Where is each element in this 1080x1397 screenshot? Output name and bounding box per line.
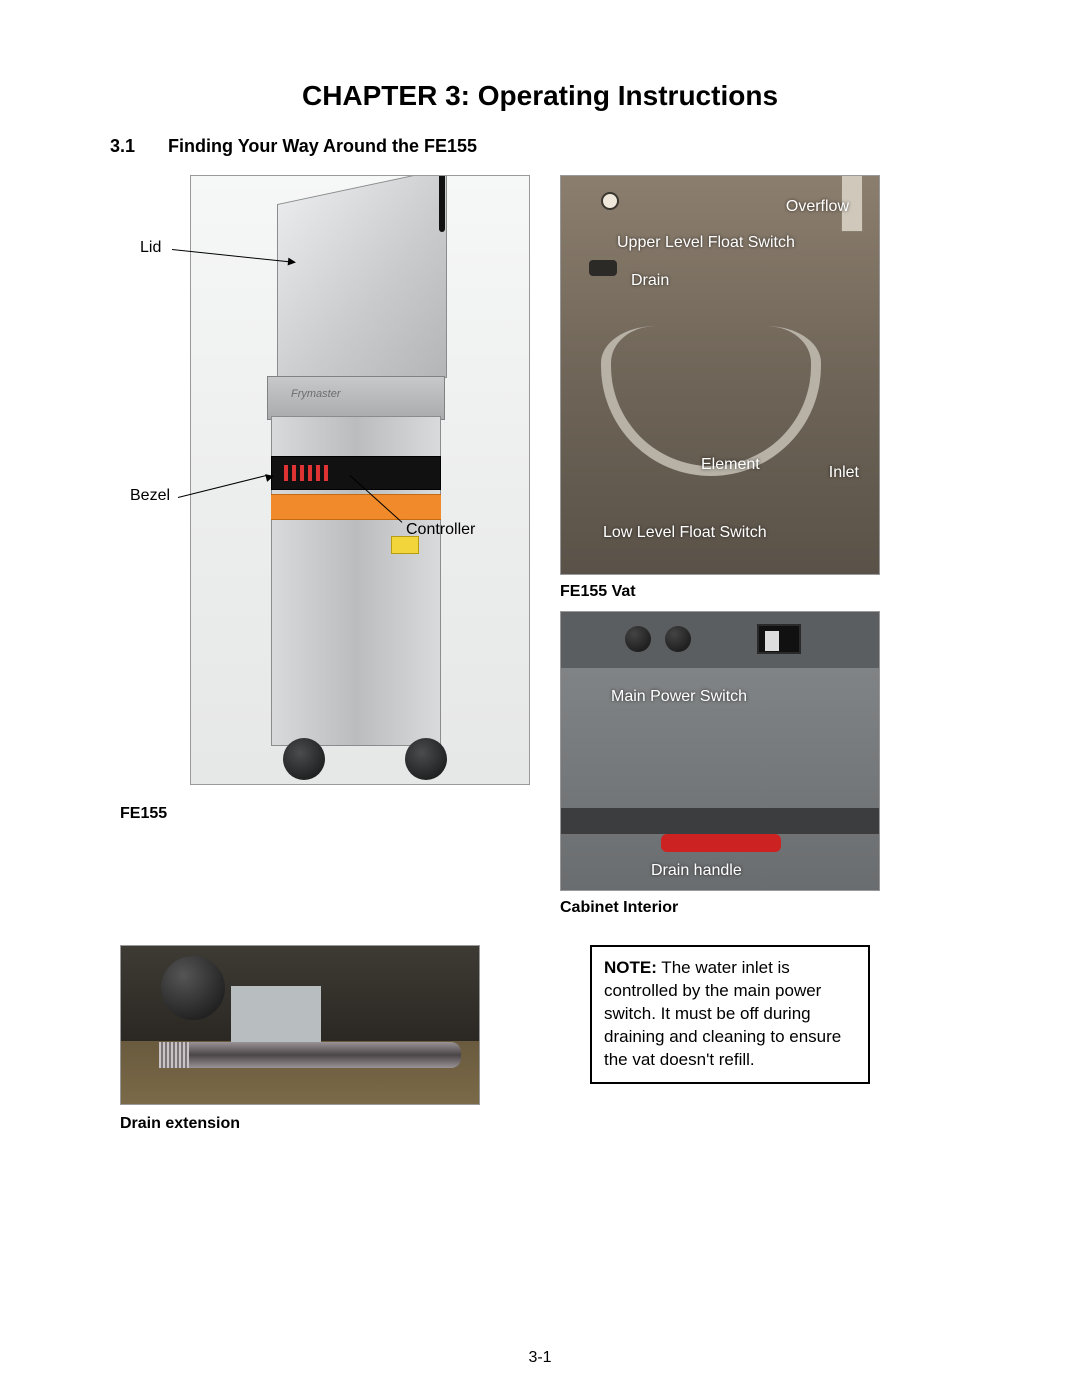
drain-ext-wheel-shape (161, 956, 225, 1020)
figure-drain-extension (120, 945, 480, 1105)
vat-label-drain: Drain (631, 272, 669, 290)
cabinet-label-main-power: Main Power Switch (611, 688, 747, 706)
figure-cabinet-interior: Main Power Switch Drain handle (560, 611, 880, 891)
fryer-control-panel-shape (271, 456, 441, 490)
callout-lid-arrow (288, 258, 297, 267)
section-number: 3.1 (110, 136, 135, 156)
cabinet-label-drain-handle: Drain handle (651, 862, 742, 880)
vat-label-element: Element (701, 456, 760, 474)
cabinet-main-power-switch-shape (757, 624, 801, 654)
content-area: Frymaster FE155 Lid Bezel Controller Ove… (100, 175, 980, 1275)
cabinet-drain-handle-shape (661, 834, 781, 852)
vat-label-upper-float: Upper Level Float Switch (617, 234, 795, 252)
cabinet-knob-1 (625, 626, 651, 652)
vat-label-inlet: Inlet (829, 464, 859, 482)
fryer-lid-handle-shape (439, 175, 445, 232)
vat-label-low-float: Low Level Float Switch (603, 524, 767, 542)
drain-ext-pipe-shape (181, 1042, 461, 1068)
cabinet-top-panel-shape (561, 612, 879, 668)
note-prefix: NOTE: (604, 958, 657, 977)
fryer-warning-label-shape (271, 494, 441, 520)
figure-fe155-vat: Overflow Upper Level Float Switch Drain … (560, 175, 880, 575)
figure-fe155-caption: FE155 (120, 805, 167, 823)
callout-lid: Lid (140, 239, 161, 257)
fryer-wheel-left (283, 738, 325, 780)
figure-drain-extension-caption: Drain extension (120, 1115, 240, 1133)
figure-cabinet-caption: Cabinet Interior (560, 899, 678, 917)
cabinet-knob-2 (665, 626, 691, 652)
page-number: 3-1 (0, 1349, 1080, 1367)
figure-fe155-main: Frymaster (190, 175, 530, 785)
fryer-brand-text: Frymaster (291, 388, 411, 406)
figure-vat-caption: FE155 Vat (560, 583, 636, 601)
chapter-title: CHAPTER 3: Operating Instructions (100, 80, 980, 112)
note-box: NOTE: The water inlet is controlled by t… (590, 945, 870, 1084)
section-title-text: Finding Your Way Around the FE155 (168, 136, 477, 156)
vat-label-overflow: Overflow (786, 198, 849, 216)
vat-drain-shape (589, 260, 617, 276)
vat-overflow-shape (601, 192, 619, 210)
fryer-wheel-right (405, 738, 447, 780)
drain-ext-thread-shape (159, 1042, 189, 1068)
document-page: CHAPTER 3: Operating Instructions 3.1 Fi… (0, 0, 1080, 1397)
cabinet-crossbar-shape (561, 808, 879, 834)
callout-controller: Controller (406, 521, 475, 539)
callout-bezel: Bezel (130, 487, 170, 505)
vat-heating-element-shape (601, 326, 821, 476)
section-heading: 3.1 Finding Your Way Around the FE155 (110, 136, 980, 157)
